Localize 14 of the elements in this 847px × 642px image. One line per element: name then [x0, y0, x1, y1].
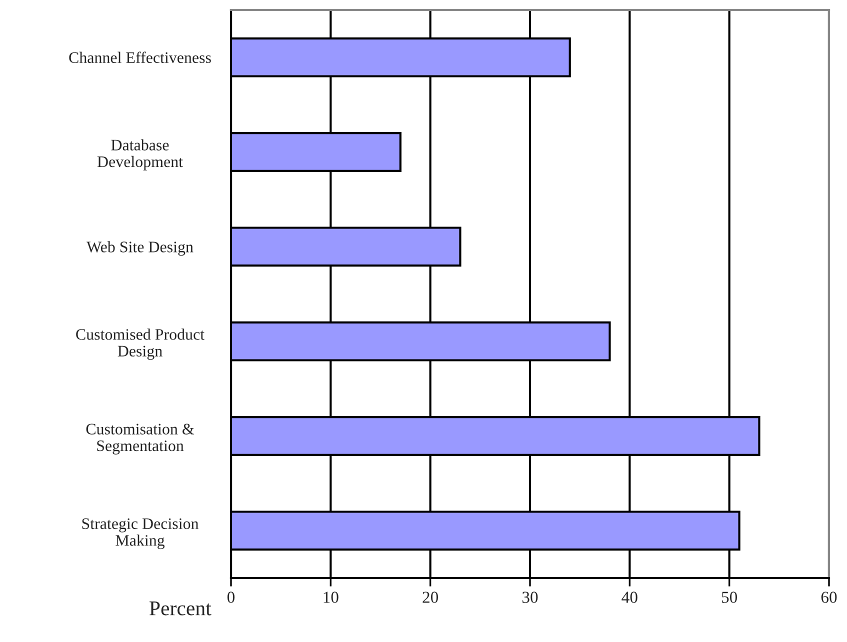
- y-tick-label: Customisation & Segmentation: [86, 424, 194, 454]
- x-tick-label: 30: [522, 592, 538, 603]
- x-tick-label: 40: [622, 592, 638, 603]
- x-axis-title: Percent: [150, 602, 212, 616]
- x-tick-label: 50: [722, 592, 738, 603]
- y-tick-label: Database Development: [97, 139, 183, 170]
- y-tick-label: Web Site Design: [86, 241, 194, 256]
- y-tick-label: Strategic Decision Making: [82, 518, 199, 550]
- y-tick-label: Channel Effectiveness: [69, 52, 211, 64]
- x-tick-label: 0: [227, 592, 235, 603]
- x-tick-label: 10: [324, 592, 338, 603]
- x-tick-label: 20: [422, 592, 438, 603]
- x-tick-label: 60: [821, 592, 837, 603]
- y-tick-label: Customised Product Design: [76, 328, 204, 360]
